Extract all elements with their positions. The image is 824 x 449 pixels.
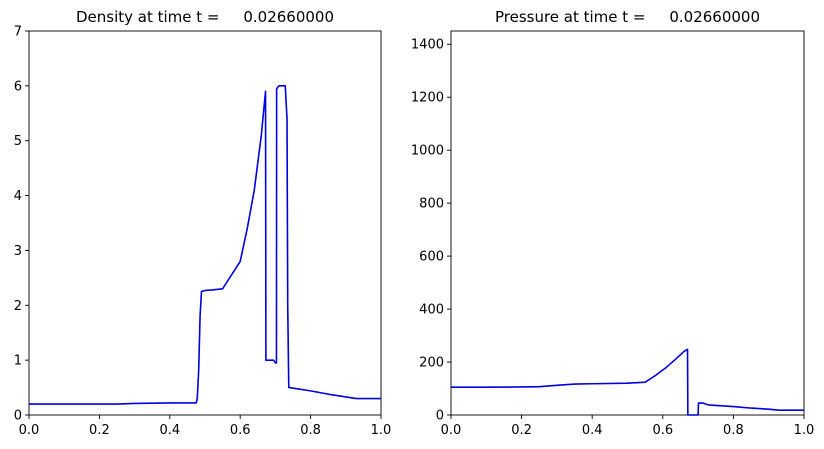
density-y-tick-label: 3 [14,244,22,259]
pressure-series-line [451,348,804,416]
density-panel: Density at time t = 0.02660000 0.0 0.2 0.4 0… [14,8,392,438]
density-x-tick-label: 0.2 [89,423,110,438]
pressure-x-tick-label: 0.6 [652,423,673,438]
pressure-y-tick-label: 800 [419,197,444,212]
density-y-tick-label: 7 [14,25,22,40]
pressure-y-tick-label: 200 [419,356,444,371]
density-y-tick-label: 0 [14,409,22,424]
density-y-tick-label: 4 [14,189,22,204]
density-x-tick-label: 0.8 [300,423,321,438]
density-y-tick-label: 6 [14,79,22,94]
pressure-x-tick-label: 0.2 [511,423,532,438]
density-title: Density at time t = 0.02660000 [76,8,334,26]
density-x-tick-label: 0.0 [19,423,40,438]
density-x-tick-label: 0.6 [230,423,251,438]
pressure-y-tick-label: 1000 [411,144,444,159]
pressure-x-tick-label: 0.8 [723,423,744,438]
pressure-y-tick-label: 600 [419,250,444,265]
pressure-x-tick-label: 0.4 [582,423,603,438]
pressure-panel: Pressure at time t = 0.02660000 0.0 0.2 0.4… [411,8,814,438]
pressure-y-tick-label: 1400 [411,38,444,53]
density-y-tick-label: 2 [14,299,22,314]
density-x-tick-label: 1.0 [371,423,392,438]
density-y-tick-label: 1 [14,354,22,369]
pressure-x-tick-label: 1.0 [794,423,815,438]
pressure-axes-frame [450,30,805,416]
density-y-tick-label: 5 [14,134,22,149]
pressure-y-tick-label: 1200 [411,91,444,106]
density-axes-frame [28,30,382,416]
pressure-title: Pressure at time t = 0.02660000 [495,8,760,26]
density-series-line [29,85,381,405]
pressure-x-tick-label: 0.0 [441,423,462,438]
density-x-tick-label: 0.4 [159,423,180,438]
pressure-y-tick-label: 0 [436,409,444,424]
pressure-y-tick-label: 400 [419,303,444,318]
